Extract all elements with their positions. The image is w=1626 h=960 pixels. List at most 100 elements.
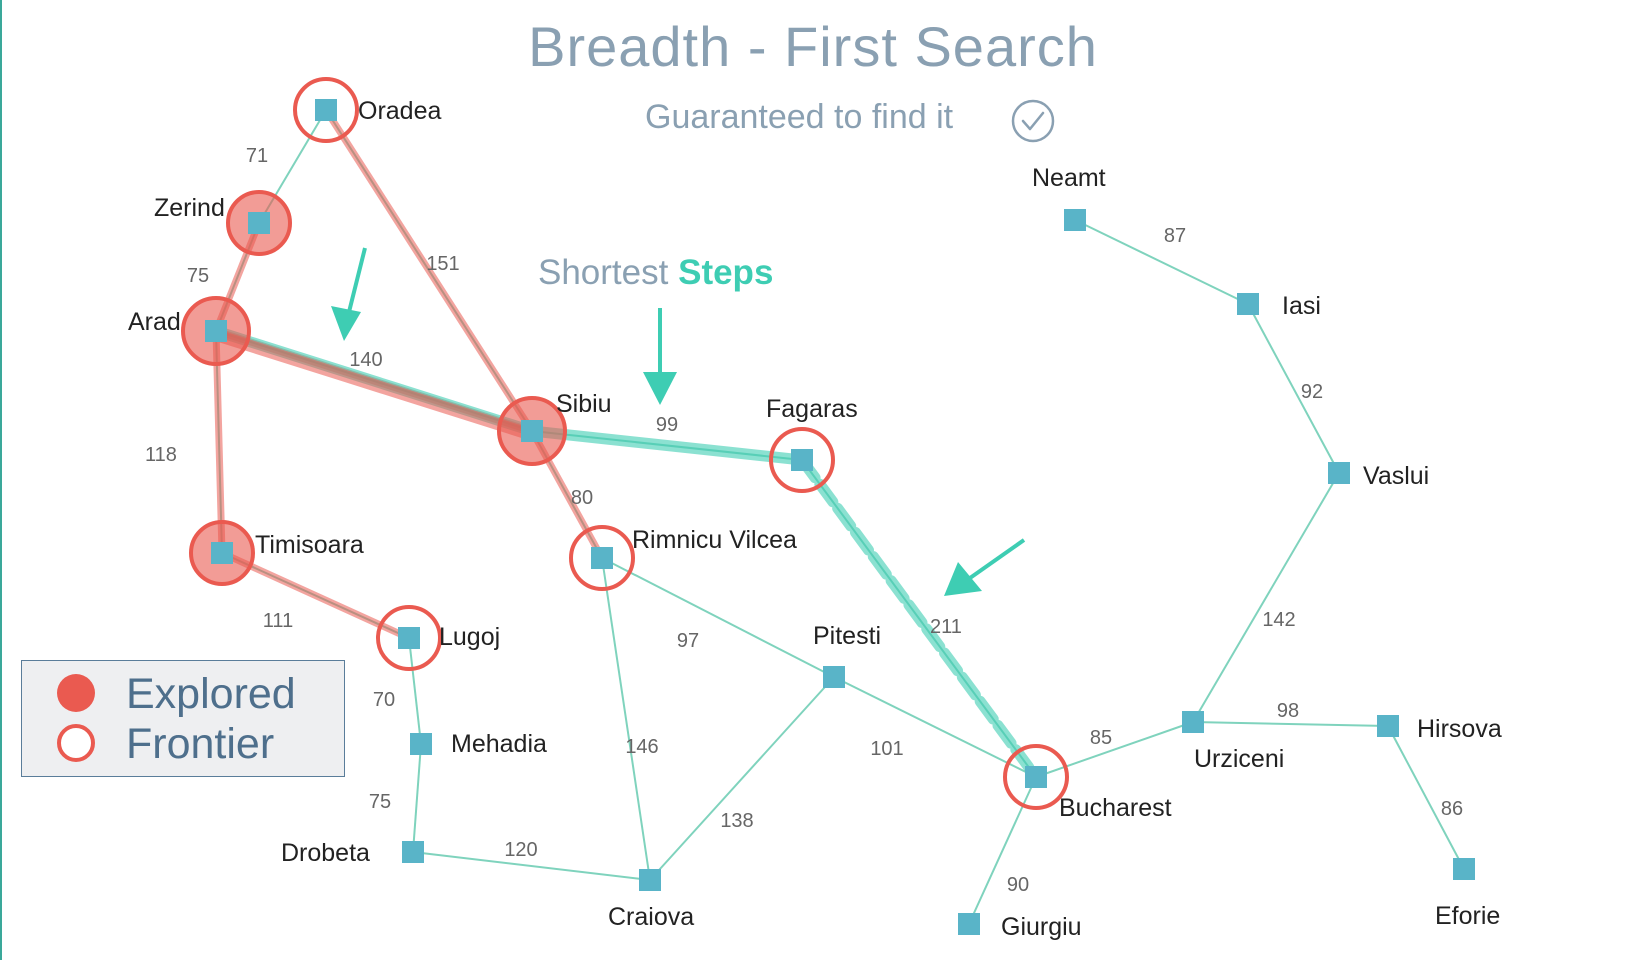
road-distance-label: 90 [1007, 874, 1029, 896]
road-pitesti-bucharest [833, 676, 1037, 778]
city-node-pitesti [823, 666, 845, 688]
city-node-iasi [1237, 293, 1259, 315]
road-iasi-neamt [1074, 219, 1249, 305]
road-lugoj-mehadia [408, 637, 422, 745]
city-node-zerind [248, 212, 270, 234]
city-node-arad [205, 320, 227, 342]
road-urziceni-hirsova [1192, 721, 1389, 727]
road-distance-label: 101 [870, 738, 903, 760]
city-label-drobeta: Drobeta [281, 839, 370, 867]
frontier-marker-oradea [293, 77, 359, 143]
city-node-fagaras [791, 449, 813, 471]
check-circle-icon [1011, 99, 1055, 143]
road-distance-label: 151 [426, 253, 459, 275]
road-vaslui-iasi [1247, 303, 1340, 474]
city-label-rimnicu-vilcea: Rimnicu Vilcea [632, 526, 797, 554]
city-node-bucharest [1025, 766, 1047, 788]
frontier-marker-rimnicu-vilcea [569, 525, 635, 591]
city-node-mehadia [410, 733, 432, 755]
city-label-lugoj: Lugoj [439, 623, 500, 651]
city-label-vaslui: Vaslui [1363, 462, 1429, 490]
city-label-hirsova: Hirsova [1417, 715, 1502, 743]
city-node-neamt [1064, 209, 1086, 231]
road-distance-label: 118 [145, 444, 177, 466]
city-label-neamt: Neamt [1032, 164, 1106, 192]
legend-frontier: Frontier [22, 719, 346, 769]
city-node-vaslui [1328, 462, 1350, 484]
explored-road [210, 329, 538, 441]
city-node-rimnicu-vilcea [591, 547, 613, 569]
road-rimnicu-vilcea-craiova [601, 557, 651, 881]
road-bucharest-urziceni [1035, 721, 1194, 778]
road-urziceni-vaslui [1192, 472, 1340, 723]
road-distance-label: 80 [571, 487, 593, 509]
road-distance-label: 146 [625, 736, 658, 758]
city-node-giurgiu [958, 913, 980, 935]
road-mehadia-drobeta [412, 743, 422, 853]
road-distance-label: 71 [246, 145, 268, 167]
arrow-down-left-icon [331, 247, 367, 341]
arrow-down-left-icon [944, 538, 1026, 596]
road-hirsova-eforie [1387, 725, 1465, 870]
city-node-lugoj [398, 627, 420, 649]
city-node-sibiu [521, 420, 543, 442]
explored-road [322, 106, 536, 435]
road-distance-label: 99 [656, 414, 678, 436]
road-distance-label: 97 [677, 630, 699, 652]
shortest-path-segment [526, 425, 808, 466]
frontier-marker-fagaras [769, 427, 835, 493]
city-label-zerind: Zerind [154, 194, 225, 222]
city-label-urziceni: Urziceni [1194, 745, 1284, 773]
city-node-urziceni [1182, 711, 1204, 733]
frontier-marker-lugoj [376, 605, 442, 671]
legend-explored-label: Explored [126, 670, 296, 718]
road-distance-label: 70 [373, 689, 395, 711]
road-distance-label: 111 [263, 610, 293, 632]
road-rimnicu-vilcea-pitesti [601, 557, 835, 678]
city-label-pitesti: Pitesti [813, 622, 881, 650]
city-node-craiova [639, 869, 661, 891]
city-label-timisoara: Timisoara [255, 531, 364, 559]
page-title: Breadth - First Search [528, 15, 1098, 78]
road-bucharest-giurgiu [968, 776, 1037, 925]
frontier-marker-bucharest [1003, 744, 1069, 810]
city-label-iasi: Iasi [1282, 292, 1321, 320]
city-label-bucharest: Bucharest [1059, 794, 1172, 822]
shortest-path-segment [796, 454, 1042, 783]
legend-explored: Explored [22, 669, 346, 719]
city-label-giurgiu: Giurgiu [1001, 913, 1082, 941]
legend-frontier-label: Frontier [126, 720, 275, 768]
explored-road [212, 327, 226, 557]
road-distance-label: 98 [1277, 700, 1299, 722]
city-node-drobeta [402, 841, 424, 863]
city-label-eforie: Eforie [1435, 902, 1500, 930]
road-distance-label: 138 [720, 810, 753, 832]
city-label-sibiu: Sibiu [556, 390, 612, 418]
explored-marker-icon [57, 674, 95, 712]
road-drobeta-craiova [412, 851, 651, 881]
shortest-steps-emphasis: Steps [678, 253, 774, 292]
explored-road [218, 549, 413, 642]
city-node-eforie [1453, 858, 1475, 880]
road-distance-label: 142 [1262, 609, 1295, 631]
road-distance-label: 92 [1301, 381, 1323, 403]
road-distance-label: 211 [930, 616, 962, 638]
road-distance-label: 86 [1441, 798, 1463, 820]
arrow-down-icon [643, 308, 677, 405]
shortest-steps-prefix: Shortest [538, 253, 669, 292]
legend: Explored Frontier [21, 660, 345, 777]
road-craiova-pitesti [649, 676, 835, 881]
city-label-mehadia: Mehadia [451, 730, 547, 758]
city-node-hirsova [1377, 715, 1399, 737]
city-label-arad: Arad [128, 308, 181, 336]
city-node-oradea [315, 99, 337, 121]
road-distance-label: 75 [369, 791, 391, 813]
city-label-oradea: Oradea [358, 97, 441, 125]
frontier-marker-icon [57, 724, 95, 762]
city-label-fagaras: Fagaras [766, 395, 858, 423]
city-label-craiova: Craiova [608, 903, 694, 931]
road-distance-label: 75 [187, 265, 209, 287]
left-border [0, 0, 2, 960]
road-distance-label: 85 [1090, 727, 1112, 749]
